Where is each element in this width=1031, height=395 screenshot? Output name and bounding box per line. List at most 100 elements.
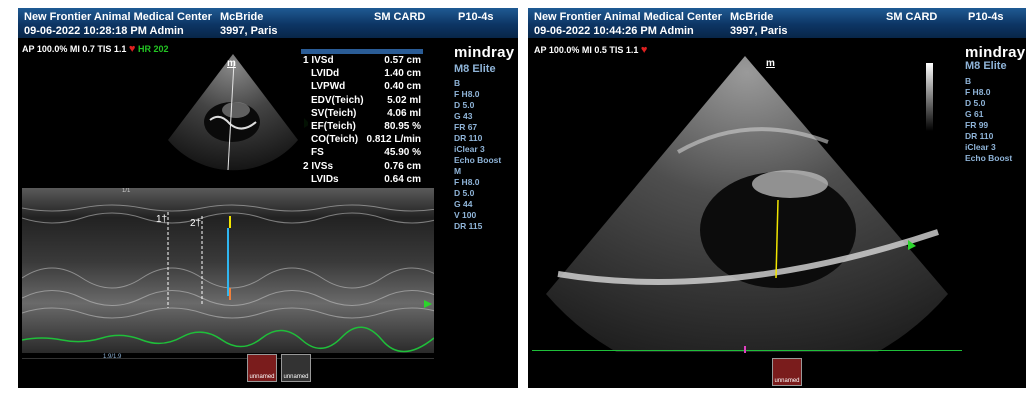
acoustic-params: AP 100.0% MI 0.7 TIS 1.1 ♥ HR 202 [22, 43, 168, 55]
setting-item: D 5.0 [965, 98, 986, 108]
measurement-label: LVIDs [311, 173, 339, 185]
grayscale-bar [926, 63, 933, 131]
brand-logo: mindray [454, 44, 515, 61]
clinic-name: New Frontier Animal Medical Center [534, 11, 722, 23]
measurement-label: SV(Teich) [311, 107, 357, 119]
measurement-header-bar [301, 49, 423, 54]
setting-item: D 5.0 [454, 100, 475, 110]
measurement-value: 0.40 cm [384, 81, 421, 93]
setting-item: iClear 3 [965, 142, 996, 152]
setting-item: Echo Boost [454, 155, 502, 165]
cursor-label-2: 2† [190, 218, 202, 229]
measurement-row: 2 IVSs 0.76 cm [301, 160, 423, 173]
owner-id: 3997, Paris [220, 25, 278, 37]
measurement-row: CO(Teich) 0.812 L/min [301, 133, 423, 146]
measurement-row: LVIDs 0.64 cm [301, 173, 423, 186]
setting-item: G 61 [965, 109, 984, 119]
setting-item: iClear 3 [454, 144, 485, 154]
measurement-label: EDV(Teich) [311, 94, 364, 106]
setting-item: FR 99 [965, 120, 989, 130]
setting-item: V 100 [454, 210, 477, 220]
model-name: M8 Elite [965, 60, 1007, 72]
measurement-value: 0.57 cm [384, 55, 421, 66]
measurement-label: 1 IVSd [303, 55, 334, 66]
exam-datetime: 09-06-2022 10:28:18 PM Admin [24, 25, 184, 37]
b-mode-sector-image [546, 56, 948, 352]
measurement-value: 80.95 % [384, 120, 421, 132]
thumbnail-1[interactable]: unnamed [247, 354, 277, 382]
exam-type: SM CARD [374, 11, 426, 23]
right-m-marker: m [766, 58, 775, 69]
measurement-row: 1 IVSd 0.57 cm [301, 54, 423, 67]
heart-icon: ♥ [128, 43, 136, 55]
setting-item: DR 110 [965, 131, 994, 141]
measurement-row: LVPWd 0.40 cm [301, 80, 423, 93]
brand-logo: mindray [965, 44, 1026, 61]
measurement-row: FS 45.90 % [301, 146, 423, 159]
m-mode-trace: 1† 2† 1/1 [22, 188, 434, 353]
acoustic-params: AP 100.0% MI 0.5 TIS 1.1 ♥ [534, 44, 647, 56]
measurement-value: 1.40 cm [384, 68, 421, 80]
thumbnail-2-label: unnamed [283, 374, 309, 380]
m-mode-trace-graphic [22, 188, 434, 353]
setting-item: DR 110 [454, 133, 483, 143]
time-scale-top: 1/1 [122, 188, 131, 194]
patient-name: McBride [730, 11, 774, 23]
right-header-bar: New Frontier Animal Medical Center McBri… [528, 8, 1026, 38]
measurement-value: 45.90 % [384, 147, 421, 159]
exam-type: SM CARD [886, 11, 938, 23]
measurement-label: CO(Teich) [311, 134, 359, 146]
clinic-name: New Frontier Animal Medical Center [24, 11, 212, 23]
probe-name: P10-4s [458, 11, 494, 23]
setting-item: F H8.0 [965, 87, 991, 97]
setting-item: FR 67 [454, 122, 478, 132]
acoustic-params-text: AP 100.0% MI 0.5 TIS 1.1 [534, 45, 639, 55]
measurement-label: LVIDd [311, 68, 340, 80]
measurement-label: LVPWd [311, 81, 346, 93]
measurement-row: EF(Teich) 80.95 % [301, 120, 423, 133]
measurement-label: EF(Teich) [311, 120, 356, 132]
measurement-label: FS [311, 147, 324, 159]
left-header-bar: New Frontier Animal Medical Center McBri… [18, 8, 518, 38]
time-scale-bottom: 1.9/1.9 [103, 354, 122, 360]
owner-id: 3997, Paris [730, 25, 788, 37]
heart-icon: ♥ [640, 44, 648, 56]
setting-item: M [454, 166, 462, 176]
setting-item: D 5.0 [454, 188, 475, 198]
setting-item: G 43 [454, 111, 473, 121]
thumbnail-1-label: unnamed [249, 374, 275, 380]
b-mode-sector-image [168, 54, 308, 171]
thumbnail-1-label: unnamed [774, 378, 800, 384]
thumbnail-1[interactable]: unnamed [772, 358, 802, 386]
measurement-label: 2 IVSs [303, 160, 334, 172]
setting-item: F H8.0 [454, 89, 480, 99]
setting-item: DR 115 [454, 221, 483, 231]
time-axis [22, 358, 434, 359]
exam-datetime: 09-06-2022 10:44:26 PM Admin [534, 25, 694, 37]
measurement-row: EDV(Teich) 5.02 ml [301, 94, 423, 107]
left-ultrasound-panel: New Frontier Animal Medical Center McBri… [18, 8, 518, 388]
acoustic-params-text: AP 100.0% MI 0.7 TIS 1.1 [22, 44, 127, 54]
patient-name: McBride [220, 11, 264, 23]
measurement-value: 4.06 ml [387, 107, 421, 119]
measurement-value: 0.812 L/min [366, 134, 421, 146]
baseline-marker [744, 346, 746, 353]
thumbnail-2[interactable]: unnamed [281, 354, 311, 382]
setting-item: F H8.0 [454, 177, 480, 187]
measurement-value: 5.02 ml [387, 94, 421, 106]
setting-item: G 44 [454, 199, 473, 209]
baseline [532, 350, 962, 351]
setting-item: Echo Boost [965, 153, 1013, 163]
measurement-row: SV(Teich) 4.06 ml [301, 107, 423, 120]
right-ultrasound-panel: New Frontier Animal Medical Center McBri… [528, 8, 1026, 388]
setting-item: B [965, 76, 972, 86]
heart-rate: HR 202 [137, 44, 169, 54]
model-name: M8 Elite [454, 63, 496, 75]
measurement-row: LVIDd 1.40 cm [301, 67, 423, 80]
left-m-marker: m [227, 58, 236, 69]
setting-item: B [454, 78, 461, 88]
cursor-label-1: 1† [156, 214, 168, 225]
probe-name: P10-4s [968, 11, 1004, 23]
